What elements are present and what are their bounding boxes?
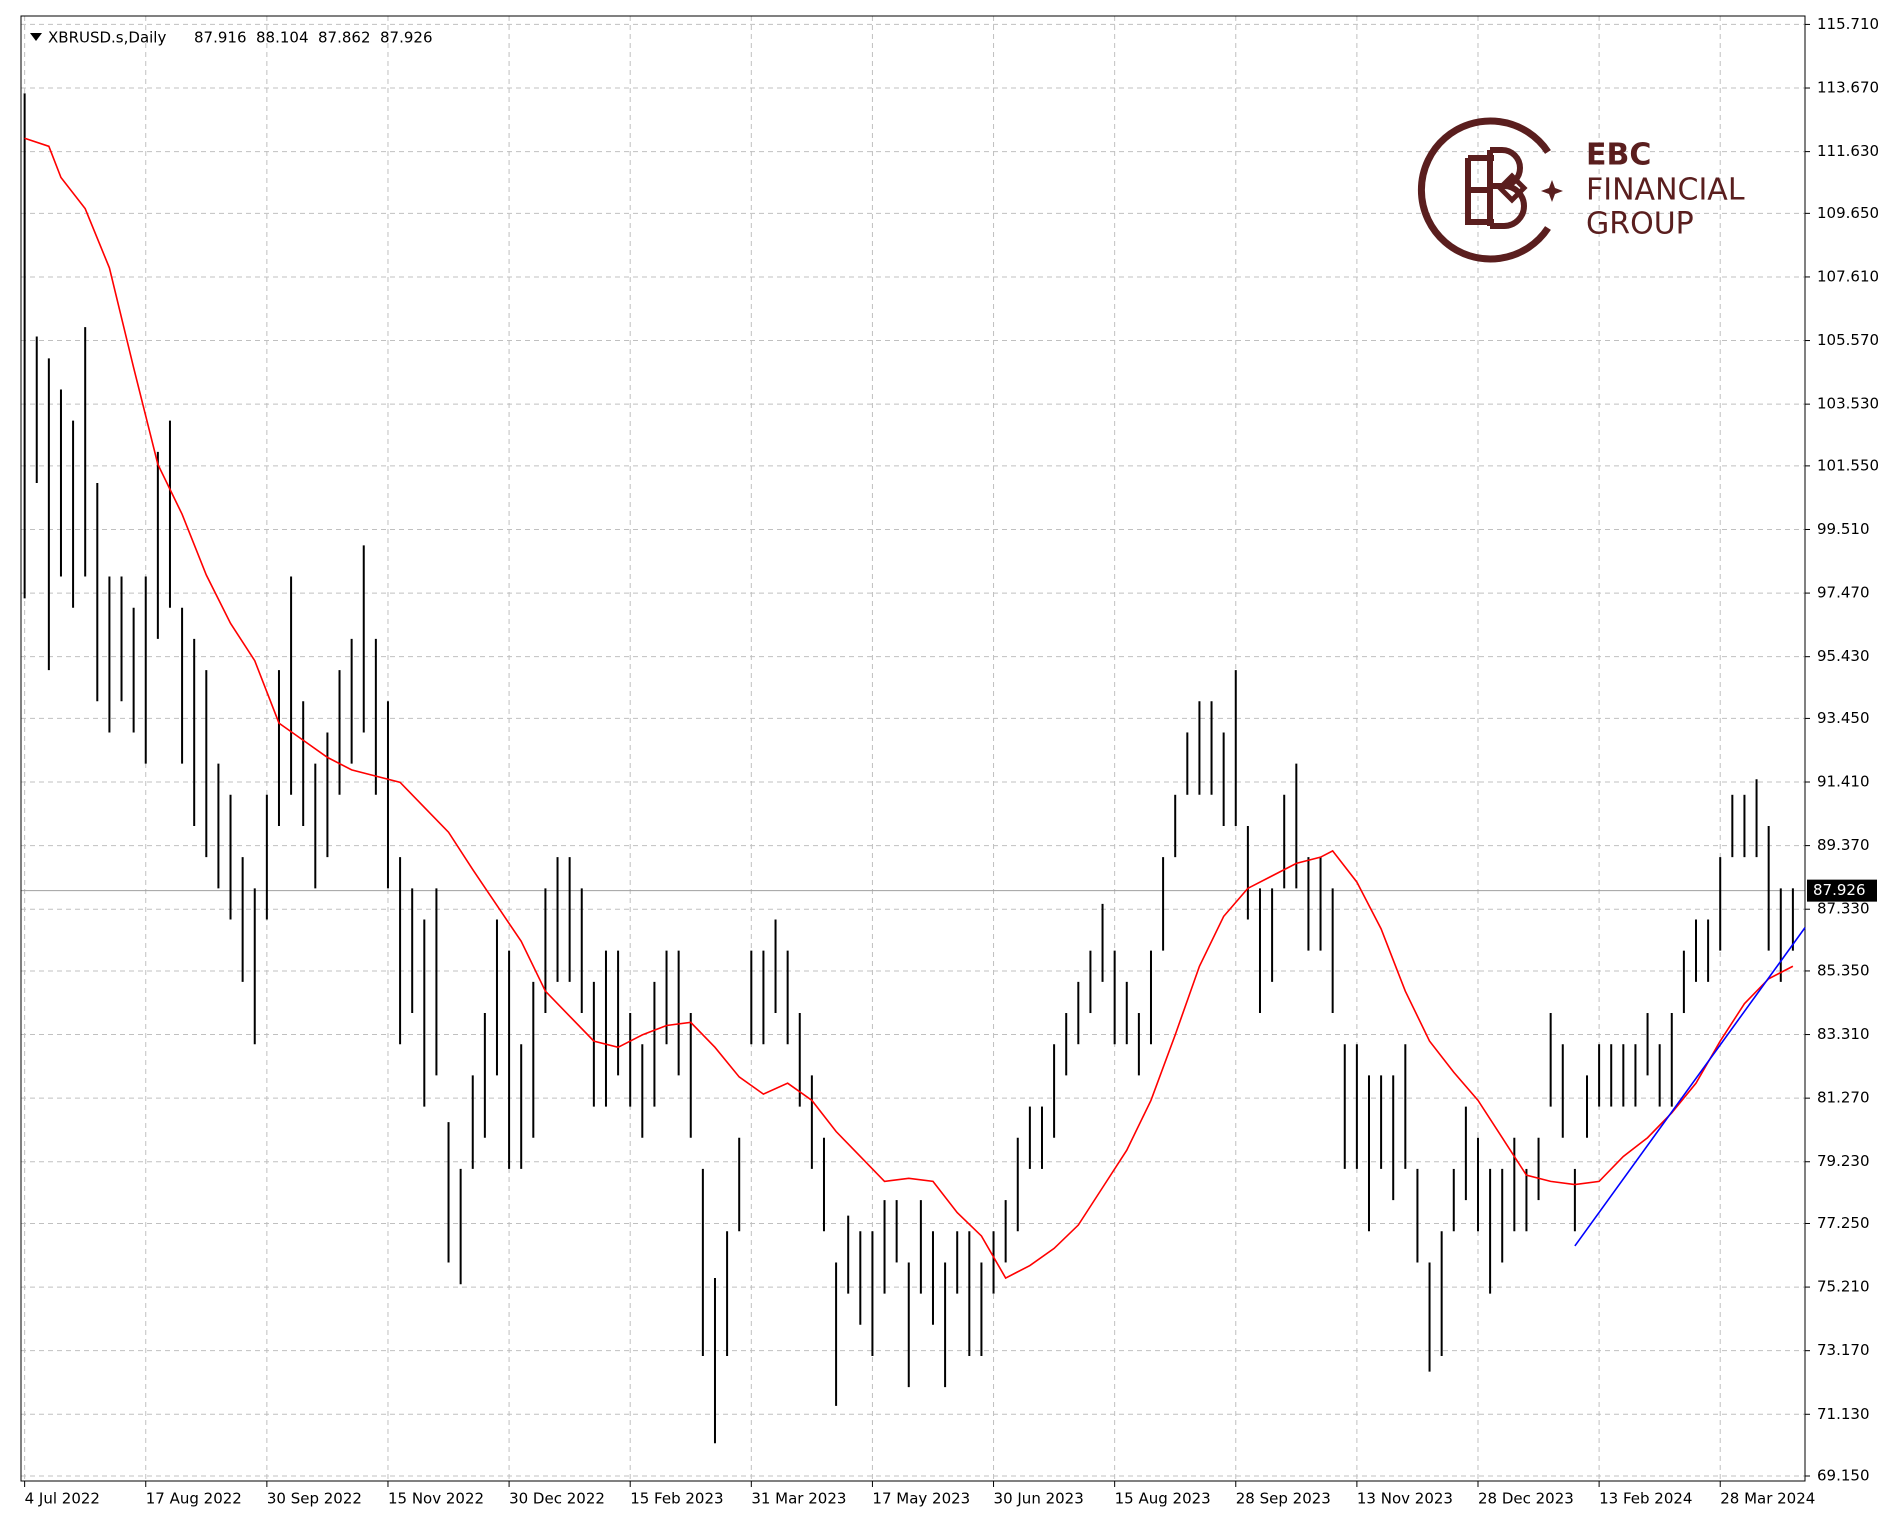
x-tick-label: 30 Dec 2022: [509, 1490, 605, 1508]
ohlc-value: 87.926: [380, 29, 433, 47]
y-tick-label: 83.310: [1817, 1025, 1870, 1043]
menu-arrow[interactable]: [30, 33, 42, 41]
y-tick-label: 71.130: [1817, 1405, 1870, 1423]
x-tick-label: 13 Feb 2024: [1599, 1490, 1692, 1508]
ohlc-value: 88.104: [256, 29, 309, 47]
logo-star: [1541, 180, 1563, 202]
x-tick-label: 4 Jul 2022: [25, 1490, 100, 1508]
x-tick-label: 15 Aug 2023: [1115, 1490, 1211, 1508]
y-tick-label: 89.370: [1817, 836, 1870, 854]
plot-frame: [20, 15, 1806, 1482]
x-tick-label: 15 Nov 2022: [388, 1490, 484, 1508]
y-tick-label: 93.450: [1817, 709, 1870, 727]
y-tick-label: 105.570: [1817, 331, 1879, 349]
ohlc-value: 87.862: [318, 29, 371, 47]
logo-text: GROUP: [1586, 207, 1694, 242]
y-tick-label: 73.170: [1817, 1341, 1870, 1359]
x-tick-label: 13 Nov 2023: [1357, 1490, 1453, 1508]
logo: EBC FINANCIAL GROUP: [1417, 117, 1745, 263]
y-tick-label: 115.710: [1817, 15, 1879, 33]
y-tick-label: 81.270: [1817, 1089, 1870, 1107]
x-tick-label: 17 May 2023: [872, 1490, 970, 1508]
y-tick-label: 95.430: [1817, 647, 1870, 665]
logo-mark: [1465, 147, 1527, 229]
logo-text: FINANCIAL: [1586, 173, 1745, 208]
y-tick-label: 87.330: [1817, 900, 1870, 918]
y-tick-label: 85.350: [1817, 961, 1870, 979]
y-tick-label: 91.410: [1817, 773, 1870, 791]
y-tick-label: 103.530: [1817, 395, 1879, 413]
y-tick-label: 69.150: [1817, 1467, 1870, 1485]
y-tick-label: 75.210: [1817, 1278, 1870, 1296]
last-price-tag: [1807, 879, 1877, 902]
y-tick-label: 111.630: [1817, 142, 1879, 160]
y-tick-label: 109.650: [1817, 204, 1879, 222]
y-tick-label: 107.610: [1817, 267, 1879, 285]
y-tick-label: 79.230: [1817, 1152, 1870, 1170]
x-tick-label: 28 Sep 2023: [1236, 1490, 1331, 1508]
x-tick-label: 17 Aug 2022: [146, 1490, 242, 1508]
x-tick-label: 28 Dec 2023: [1478, 1490, 1574, 1508]
x-tick-label: 30 Sep 2022: [267, 1490, 362, 1508]
trendline: [1574, 927, 1806, 1247]
last-price-label: 87.926: [1813, 881, 1866, 899]
y-tick-label: 101.550: [1817, 456, 1879, 474]
logo-text: EBC: [1586, 138, 1651, 173]
x-tick-label: 15 Feb 2023: [630, 1490, 723, 1508]
x-tick-label: 30 Jun 2023: [994, 1490, 1084, 1508]
y-tick-label: 99.510: [1817, 520, 1870, 538]
y-tick-label: 113.670: [1817, 79, 1879, 97]
y-tick-label: 77.250: [1817, 1214, 1870, 1232]
y-tick-label: 97.470: [1817, 584, 1870, 602]
moving-average: [24, 137, 1794, 1280]
grid: [21, 16, 1805, 1481]
x-tick-label: 31 Mar 2023: [751, 1490, 846, 1508]
ohlc-value: 87.916: [194, 29, 247, 47]
symbol-label: XBRUSD.s,Daily: [48, 29, 166, 47]
x-tick-label: 28 Mar 2024: [1720, 1490, 1815, 1508]
logo-diamond: [1496, 172, 1528, 204]
logo-ring: [1417, 117, 1551, 263]
